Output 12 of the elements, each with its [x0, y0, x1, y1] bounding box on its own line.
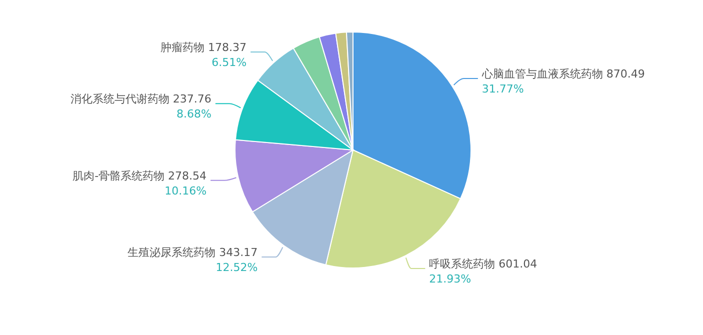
data-label: 12.52%	[216, 260, 258, 274]
data-label: 10.16%	[164, 184, 207, 198]
data-label: 31.77%	[482, 82, 524, 96]
slice-label: 消化系统与代谢药物 237.76	[70, 92, 212, 106]
slice-label: 肿瘤药物 178.37	[160, 41, 247, 54]
data-label: 6.51%	[212, 56, 247, 70]
slice-label: 肌肉-骨骼系统药物 278.54	[72, 169, 207, 182]
slice-label: 生殖泌尿系统药物 343.17	[128, 246, 258, 259]
slice-label: 呼吸系统药物 601.04	[429, 257, 538, 270]
data-label: 8.68%	[176, 108, 212, 121]
data-label: 21.93%	[429, 272, 472, 286]
slice-label: 心脑血管与血液系统药物 870.49	[480, 67, 645, 80]
